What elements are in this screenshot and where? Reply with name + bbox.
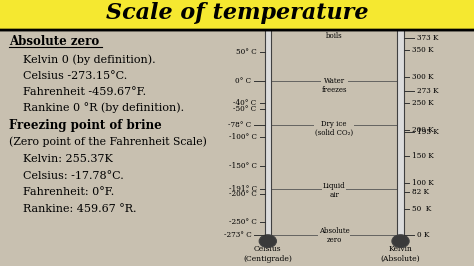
Text: 273 K: 273 K (417, 87, 438, 95)
Ellipse shape (397, 23, 403, 25)
Text: Kelvin 0 (by definition).: Kelvin 0 (by definition). (9, 55, 156, 65)
Text: 195 K: 195 K (417, 128, 438, 136)
Text: -273° C: -273° C (224, 231, 251, 239)
Text: 300 K: 300 K (411, 73, 433, 81)
Text: Rankine 0 °R (by definition).: Rankine 0 °R (by definition). (9, 102, 184, 113)
Text: Absolute
zero: Absolute zero (319, 227, 349, 244)
Text: -100° C: -100° C (228, 133, 257, 141)
Text: -78° C: -78° C (228, 121, 251, 129)
Text: -50° C: -50° C (233, 105, 257, 113)
Text: Water
freezes: Water freezes (321, 77, 347, 94)
Text: Fahrenheit -459.67°F.: Fahrenheit -459.67°F. (9, 87, 146, 97)
Text: 50  K: 50 K (411, 205, 431, 213)
Text: Freezing point of brine: Freezing point of brine (9, 119, 162, 132)
Text: -191° C: -191° C (228, 185, 257, 193)
Text: 100 K: 100 K (411, 178, 433, 186)
Text: Celsius
(Centigrade): Celsius (Centigrade) (243, 246, 292, 263)
Text: Celsius -273.15°C.: Celsius -273.15°C. (9, 71, 128, 81)
Text: 373 K: 373 K (417, 34, 438, 42)
Text: 0° C: 0° C (235, 77, 251, 85)
Text: 82 K: 82 K (411, 188, 428, 196)
Ellipse shape (392, 235, 409, 248)
Text: 150 K: 150 K (411, 152, 433, 160)
Text: -250° C: -250° C (229, 218, 257, 226)
Text: -150° C: -150° C (228, 162, 257, 170)
Text: (Zero point of the Fahrenheit Scale): (Zero point of the Fahrenheit Scale) (9, 137, 207, 147)
Text: Kelvin: 255.37K: Kelvin: 255.37K (9, 154, 113, 164)
FancyBboxPatch shape (0, 0, 474, 30)
Text: 350 K: 350 K (411, 46, 433, 54)
Text: Water
boils: Water boils (324, 23, 345, 40)
Text: 250 K: 250 K (411, 99, 433, 107)
Text: Absolute zero: Absolute zero (9, 35, 100, 48)
Text: Liquid
air: Liquid air (323, 182, 346, 199)
Text: Fahrenheit: 0°F.: Fahrenheit: 0°F. (9, 187, 115, 197)
Text: -400 K: -400 K (411, 20, 436, 28)
Text: 0 K: 0 K (417, 231, 429, 239)
Text: -40° C: -40° C (233, 99, 257, 107)
Bar (264, 24, 271, 235)
Text: Celsius: -17.78°C.: Celsius: -17.78°C. (9, 171, 124, 181)
Text: 100° C: 100° C (226, 20, 251, 28)
Text: -200° C: -200° C (229, 190, 257, 198)
Text: Rankine: 459.67 °R.: Rankine: 459.67 °R. (9, 203, 137, 214)
Text: 200 K: 200 K (411, 126, 433, 134)
Text: Scale of temperature: Scale of temperature (106, 2, 368, 24)
Text: Kelvin
(Absolute): Kelvin (Absolute) (381, 246, 420, 263)
Text: Dry ice
(solid CO₂): Dry ice (solid CO₂) (315, 120, 353, 137)
Ellipse shape (264, 23, 271, 25)
Ellipse shape (259, 235, 276, 248)
Text: 50° C: 50° C (236, 48, 257, 56)
Bar (397, 24, 403, 235)
